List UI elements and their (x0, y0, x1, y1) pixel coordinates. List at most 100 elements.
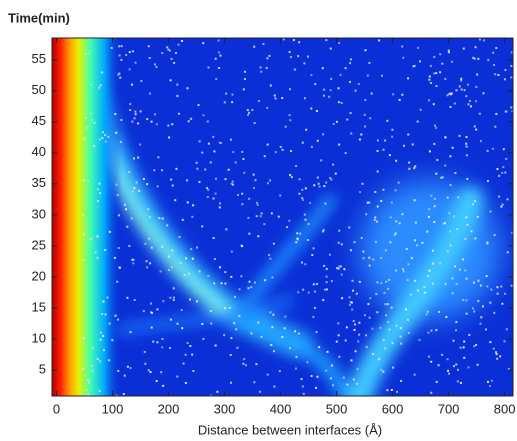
flow-arrow (359, 191, 362, 194)
flow-arrow (502, 148, 505, 151)
flow-arrow (298, 178, 301, 181)
flow-arrow (213, 282, 216, 285)
flow-arrow (414, 221, 417, 224)
flow-arrow (510, 284, 513, 287)
flow-arrow (498, 195, 501, 198)
x-tick-label: 500 (326, 401, 348, 416)
flow-arrow (117, 214, 120, 217)
flow-arrow (448, 372, 451, 375)
flow-arrow (312, 247, 315, 250)
flow-arrow (472, 281, 475, 284)
flow-arrow (181, 327, 184, 330)
flow-arrow (433, 55, 436, 58)
flow-arrow (430, 391, 433, 394)
flow-arrow (241, 150, 244, 153)
y-tick-label: 30 (32, 206, 46, 221)
flow-arrow (119, 76, 122, 79)
flow-arrow (147, 369, 150, 372)
flow-arrow (87, 180, 90, 183)
flow-arrow (328, 95, 331, 98)
flow-arrow (411, 143, 414, 146)
flow-arrow (467, 366, 470, 369)
flow-arrow (395, 159, 398, 162)
flow-arrow (344, 152, 347, 155)
flow-arrow (376, 139, 379, 142)
flow-arrow (170, 178, 173, 181)
flow-arrow (195, 161, 198, 164)
flow-arrow (461, 258, 464, 261)
flow-arrow (376, 149, 379, 152)
flow-arrow (266, 57, 269, 60)
flow-arrow (371, 327, 374, 330)
flow-arrow (325, 281, 328, 284)
flow-arrow (357, 82, 360, 85)
flow-arrow (181, 39, 184, 42)
flow-arrow (370, 92, 373, 95)
flow-arrow (427, 274, 430, 277)
flow-arrow (247, 113, 250, 116)
flow-arrow (241, 203, 244, 206)
flow-arrow (453, 102, 456, 105)
flow-arrow (237, 194, 240, 197)
flow-arrow (421, 241, 424, 244)
flow-arrow (330, 77, 333, 80)
flow-arrow (156, 341, 159, 344)
flow-arrow (386, 303, 389, 306)
flow-arrow (176, 83, 179, 86)
flow-arrow (117, 247, 120, 250)
flow-arrow (82, 258, 85, 261)
flow-arrow (356, 382, 359, 385)
y-tick-label: 10 (32, 330, 46, 345)
flow-arrow (243, 70, 246, 73)
flow-arrow (268, 54, 271, 57)
flow-arrow (166, 224, 169, 227)
flow-arrow (375, 220, 378, 223)
flow-arrow (448, 212, 451, 215)
flow-arrow (298, 41, 301, 44)
flow-arrow (354, 323, 357, 326)
flow-arrow (272, 242, 275, 245)
flow-arrow (368, 264, 371, 267)
flow-arrow (116, 280, 119, 283)
flow-arrow (381, 74, 384, 77)
flow-arrow (230, 182, 233, 185)
flow-arrow (315, 331, 318, 334)
flow-arrow (140, 79, 143, 82)
flow-arrow (343, 268, 346, 271)
flow-arrow (316, 139, 319, 142)
flow-arrow (102, 300, 105, 303)
flow-arrow (506, 198, 509, 201)
flow-arrow (173, 61, 176, 64)
flow-arrow (209, 161, 212, 164)
flow-arrow (444, 77, 447, 80)
flow-arrow (465, 154, 468, 157)
flow-arrow (365, 213, 368, 216)
flow-arrow (404, 308, 407, 311)
flow-arrow (465, 216, 468, 219)
flow-arrow (218, 141, 221, 144)
flow-arrow (149, 371, 152, 374)
flow-arrow (505, 157, 508, 160)
flow-arrow (87, 381, 90, 384)
flow-arrow (426, 230, 429, 233)
flow-arrow (456, 228, 459, 231)
flow-arrow (236, 346, 239, 349)
flow-arrow (322, 94, 325, 97)
flow-arrow (329, 89, 332, 92)
flow-arrow (502, 166, 505, 169)
flow-arrow (309, 201, 312, 204)
flow-arrow (376, 281, 379, 284)
flow-arrow (380, 257, 383, 260)
flow-arrow (99, 338, 102, 341)
flow-arrow (253, 122, 256, 125)
flow-arrow (372, 258, 375, 261)
flow-arrow (452, 365, 455, 368)
flow-arrow (387, 321, 390, 324)
flow-arrow (330, 364, 333, 367)
flow-arrow (449, 244, 452, 247)
flow-arrow (449, 184, 452, 187)
flow-arrow (104, 313, 107, 316)
flow-arrow (201, 225, 204, 228)
flow-arrow (191, 215, 194, 218)
flow-arrow (102, 349, 105, 352)
